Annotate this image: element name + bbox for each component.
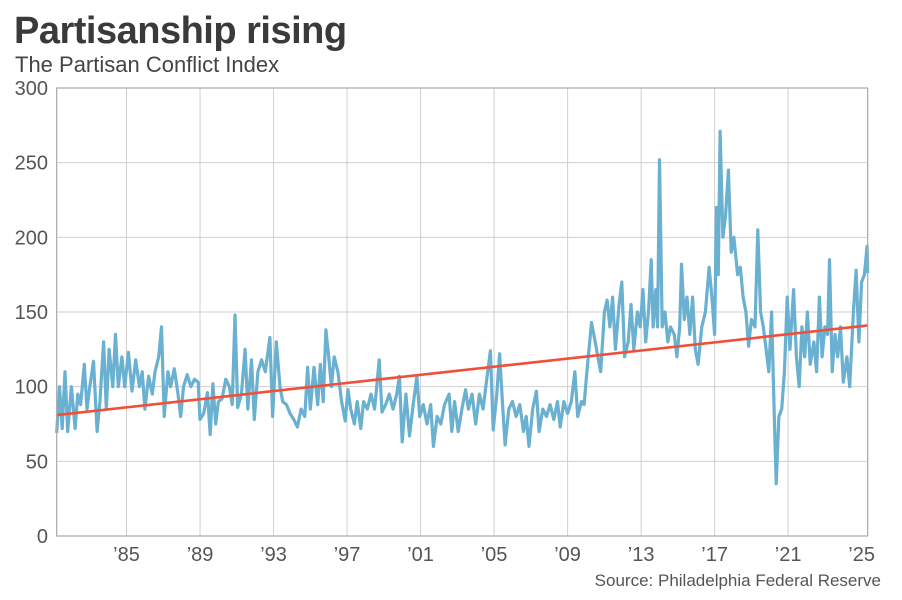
x-axis-ticks: ’85 ’89 ’93 ’97 ’01 ’05 ’09 ’13 ’17 ’21 ’25 — [113, 544, 875, 566]
chart-subtitle: The Partisan Conflict Index — [15, 52, 279, 77]
trend-line — [56, 324, 868, 417]
x-tick-label: ’89 — [187, 544, 214, 566]
y-tick-label: 250 — [15, 153, 48, 175]
x-tick-label: ’05 — [481, 544, 508, 566]
plot-frame — [56, 87, 869, 537]
x-tick-label: ’21 — [775, 544, 802, 566]
x-tick-label: ’97 — [334, 544, 361, 566]
x-tick-label: ’09 — [554, 544, 581, 566]
y-axis-ticks: 0 50 100 150 200 250 300 — [15, 78, 48, 548]
source-note: Source: Philadelphia Federal Reserve — [595, 571, 881, 590]
y-tick-label: 50 — [26, 451, 48, 473]
y-tick-label: 0 — [37, 526, 48, 548]
x-tick-label: ’93 — [260, 544, 287, 566]
y-tick-label: 300 — [15, 78, 48, 100]
x-tick-label: ’85 — [113, 544, 140, 566]
x-tick-label: ’25 — [848, 544, 875, 566]
series-line-partisan-conflict-index — [55, 129, 870, 486]
x-tick-label: ’17 — [701, 544, 728, 566]
x-tick-label: ’13 — [628, 544, 655, 566]
y-tick-label: 200 — [15, 227, 48, 249]
chart-title: Partisanship rising — [14, 10, 347, 52]
y-tick-label: 150 — [15, 302, 48, 324]
x-tick-label: ’01 — [407, 544, 434, 566]
y-tick-label: 100 — [15, 377, 48, 399]
